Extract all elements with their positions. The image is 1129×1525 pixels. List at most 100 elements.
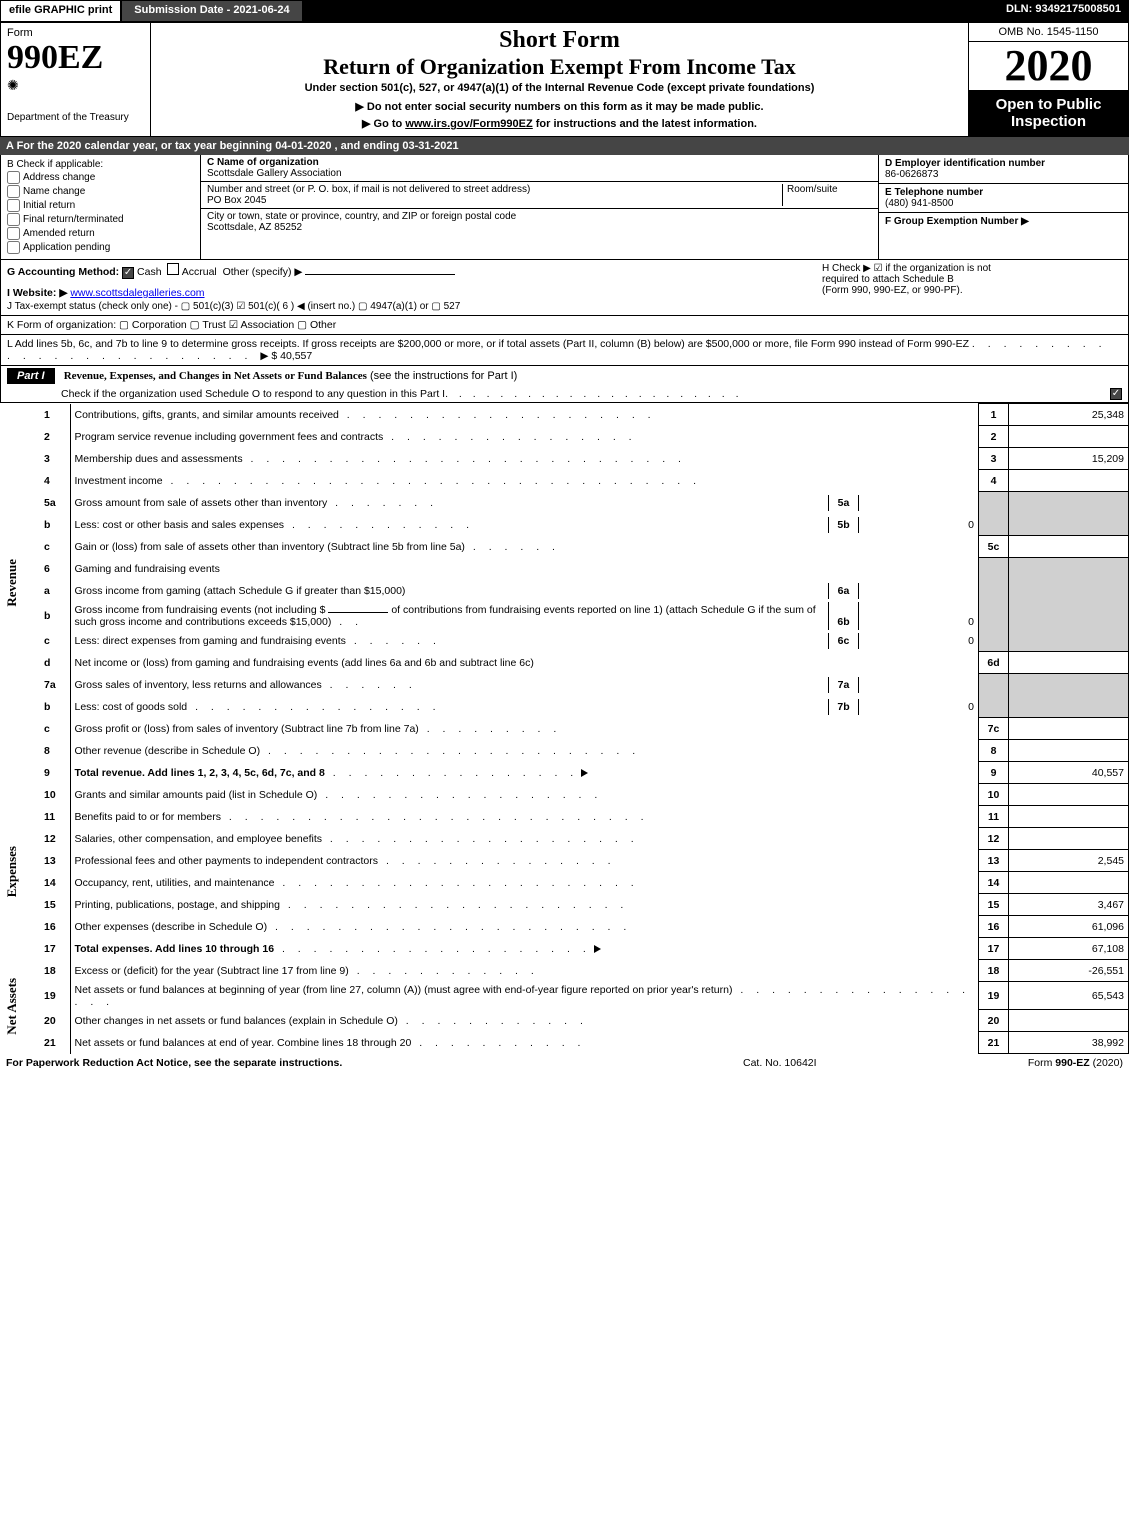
chk-address-change[interactable]: Address change xyxy=(7,171,194,184)
sub-ref: 6b xyxy=(828,602,858,630)
sub-ref: 6a xyxy=(828,583,858,599)
cash-label: Cash xyxy=(137,266,162,278)
g-label: G Accounting Method: xyxy=(7,266,119,278)
form-title: Return of Organization Exempt From Incom… xyxy=(161,54,958,80)
line-val xyxy=(1009,740,1129,762)
line-desc: Gross amount from sale of assets other t… xyxy=(75,497,328,509)
line-ref: 11 xyxy=(979,806,1009,828)
line-num: c xyxy=(40,630,70,652)
line-desc: Gain or (loss) from sale of assets other… xyxy=(75,541,465,553)
line-ref: 20 xyxy=(979,1010,1009,1032)
sub-val: 0 xyxy=(858,602,978,630)
line-num: 9 xyxy=(40,762,70,784)
line-val: 40,557 xyxy=(1009,762,1129,784)
box-c-label: C Name of organization xyxy=(207,157,319,168)
sub-val: 0 xyxy=(858,699,978,715)
irs-instructions-link[interactable]: www.irs.gov/Form990EZ xyxy=(405,118,532,130)
line-ref: 10 xyxy=(979,784,1009,806)
line-desc: Gross sales of inventory, less returns a… xyxy=(75,679,322,691)
row-k: K Form of organization: ▢ Corporation ▢ … xyxy=(0,316,1129,335)
note-prefix: ▶ Go to xyxy=(362,118,405,130)
line-num: d xyxy=(40,652,70,674)
form-subtitle: Under section 501(c), 527, or 4947(a)(1)… xyxy=(161,82,958,94)
revenue-side-label: Revenue xyxy=(4,559,20,607)
dln-label: DLN: 93492175008501 xyxy=(998,0,1129,22)
chk-cash[interactable]: ✓ xyxy=(122,267,134,279)
short-form-label: Short Form xyxy=(161,27,958,54)
line-ref: 21 xyxy=(979,1032,1009,1054)
line-desc: Printing, publications, postage, and shi… xyxy=(75,899,280,911)
line-ref: 4 xyxy=(979,470,1009,492)
website-link[interactable]: www.scottsdalegalleries.com xyxy=(70,287,204,299)
line-desc: Gross income from gaming (attach Schedul… xyxy=(75,585,406,597)
line-val xyxy=(1009,806,1129,828)
line-desc: Other revenue (describe in Schedule O) xyxy=(75,745,261,757)
line-desc: Total expenses. Add lines 10 through 16 xyxy=(75,943,275,955)
line-val: 2,545 xyxy=(1009,850,1129,872)
identity-section: B Check if applicable: Address change Na… xyxy=(0,155,1129,260)
sub-ref: 5b xyxy=(828,517,858,533)
chk-accrual[interactable] xyxy=(167,263,179,275)
line-ref: 8 xyxy=(979,740,1009,762)
line-num: 4 xyxy=(40,470,70,492)
line-num: 5a xyxy=(40,492,70,514)
line-ref: 7c xyxy=(979,718,1009,740)
efile-print-button[interactable]: efile GRAPHIC print xyxy=(0,0,121,22)
line-val: 61,096 xyxy=(1009,916,1129,938)
line-ref: 15 xyxy=(979,894,1009,916)
box-b-head: B Check if applicable: xyxy=(7,159,194,170)
sub-ref: 6c xyxy=(828,633,858,649)
chk-name-change[interactable]: Name change xyxy=(7,185,194,198)
line-val xyxy=(1009,784,1129,806)
line-val: -26,551 xyxy=(1009,960,1129,982)
accrual-label: Accrual xyxy=(182,266,217,278)
sub-val: 0 xyxy=(858,633,978,649)
sub-val xyxy=(858,583,978,599)
line-ref: 19 xyxy=(979,982,1009,1010)
chk-final-return[interactable]: Final return/terminated xyxy=(7,213,194,226)
line-val: 3,467 xyxy=(1009,894,1129,916)
sub-val xyxy=(858,495,978,511)
street-value: PO Box 2045 xyxy=(207,195,266,206)
chk-initial-return[interactable]: Initial return xyxy=(7,199,194,212)
org-name: Scottsdale Gallery Association xyxy=(207,168,342,179)
line-desc: Gross income from fundraising events (no… xyxy=(75,604,326,616)
chk-application-pending[interactable]: Application pending xyxy=(7,241,194,254)
line-desc: Less: cost or other basis and sales expe… xyxy=(75,519,285,531)
line-desc: Other changes in net assets or fund bala… xyxy=(75,1015,398,1027)
chk-amended-return[interactable]: Amended return xyxy=(7,227,194,240)
line-val xyxy=(1009,536,1129,558)
form-header-left: Form 990EZ ✺ Department of the Treasury xyxy=(1,23,151,136)
instructions-link-line: ▶ Go to www.irs.gov/Form990EZ for instru… xyxy=(161,117,958,130)
city-label: City or town, state or province, country… xyxy=(207,211,516,222)
line-num: 8 xyxy=(40,740,70,762)
line-num: 13 xyxy=(40,850,70,872)
form-header: Form 990EZ ✺ Department of the Treasury … xyxy=(0,22,1129,137)
line-desc: Program service revenue including govern… xyxy=(75,431,384,443)
form-header-right: OMB No. 1545-1150 2020 Open to Public In… xyxy=(968,23,1128,136)
line-ref: 1 xyxy=(979,404,1009,426)
line-desc: Net assets or fund balances at end of ye… xyxy=(75,1037,412,1049)
paperwork-notice: For Paperwork Reduction Act Notice, see … xyxy=(6,1057,743,1069)
line-val: 65,543 xyxy=(1009,982,1129,1010)
tax-year: 2020 xyxy=(969,42,1128,90)
other-specify-input[interactable] xyxy=(305,274,455,275)
h-box: H Check ▶ ☑ if the organization is not r… xyxy=(822,263,1122,312)
line-num: 19 xyxy=(40,982,70,1010)
line-ref: 9 xyxy=(979,762,1009,784)
contrib-amount-input[interactable] xyxy=(328,612,388,613)
catalog-number: Cat. No. 10642I xyxy=(743,1057,943,1069)
top-bar: efile GRAPHIC print Submission Date - 20… xyxy=(0,0,1129,22)
line-num: 3 xyxy=(40,448,70,470)
form-number: 990EZ xyxy=(7,39,144,77)
schedule-o-checkbox[interactable]: ✓ xyxy=(1110,388,1122,400)
line-desc: Net assets or fund balances at beginning… xyxy=(75,984,733,996)
line-num: a xyxy=(40,580,70,602)
line-desc: Net income or (loss) from gaming and fun… xyxy=(75,657,534,669)
line-desc: Less: cost of goods sold xyxy=(75,701,188,713)
line-ref: 14 xyxy=(979,872,1009,894)
line-ref: 12 xyxy=(979,828,1009,850)
line-desc: Gaming and fundraising events xyxy=(75,563,220,575)
line-val: 15,209 xyxy=(1009,448,1129,470)
line-ref: 5c xyxy=(979,536,1009,558)
